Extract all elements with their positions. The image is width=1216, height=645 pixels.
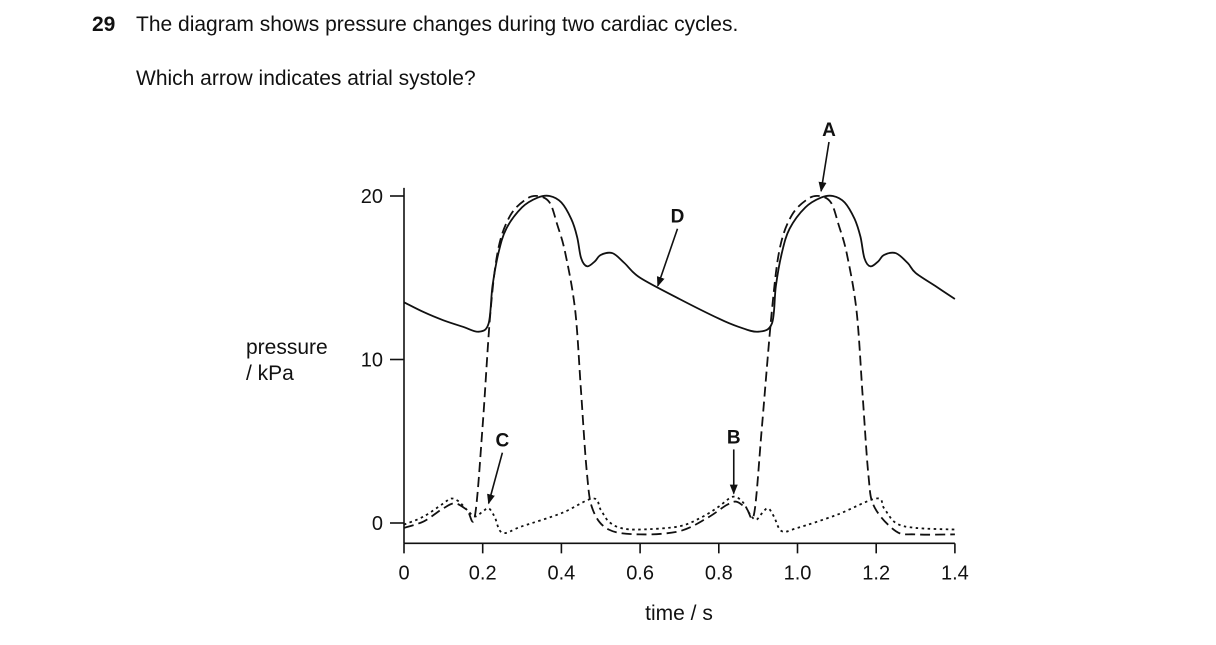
x-tick-label: 1.0	[784, 562, 812, 584]
y-tick-label: 0	[372, 513, 383, 535]
x-tick-label: 1.2	[862, 562, 890, 584]
annotation-layer: A B C D	[487, 120, 836, 505]
series-line-solid	[403, 194, 956, 333]
arrow-d-label: D	[671, 207, 685, 228]
x-tick-label: 0.4	[547, 562, 575, 584]
y-axis-label-line1: pressure	[246, 336, 328, 359]
arrow-a-line	[818, 141, 830, 193]
series-line-dashed	[403, 194, 955, 536]
x-tick-label: 0.6	[626, 562, 654, 584]
arrow-a-label: A	[822, 120, 836, 141]
series-line-dotted	[403, 495, 955, 535]
arrow-d-line	[656, 228, 679, 287]
question-text: The diagram shows pressure changes durin…	[136, 13, 739, 36]
arrow-b-label: B	[727, 427, 741, 448]
series-layer	[403, 194, 956, 536]
x-axis-label: time / s	[645, 602, 713, 625]
x-tick-label: 0.8	[705, 562, 733, 584]
y-axis-label-line2: / kPa	[246, 362, 294, 385]
question-prompt: Which arrow indicates atrial systole?	[136, 67, 476, 90]
arrow-c-line	[487, 452, 504, 505]
y-tick-label: 20	[361, 186, 383, 208]
y-tick-label: 10	[361, 350, 383, 372]
x-tick-label: 1.4	[941, 562, 969, 584]
x-tick-label: 0	[398, 562, 409, 584]
question-number: 29	[92, 13, 116, 36]
arrow-c-label: C	[496, 431, 510, 452]
axes: 0 10 20 0 0.2 0.4 0.6 0.8 1.0 1.2 1.4	[361, 186, 969, 584]
x-tick-label: 0.2	[469, 562, 497, 584]
y-axis-label: pressure / kPa	[246, 335, 328, 387]
